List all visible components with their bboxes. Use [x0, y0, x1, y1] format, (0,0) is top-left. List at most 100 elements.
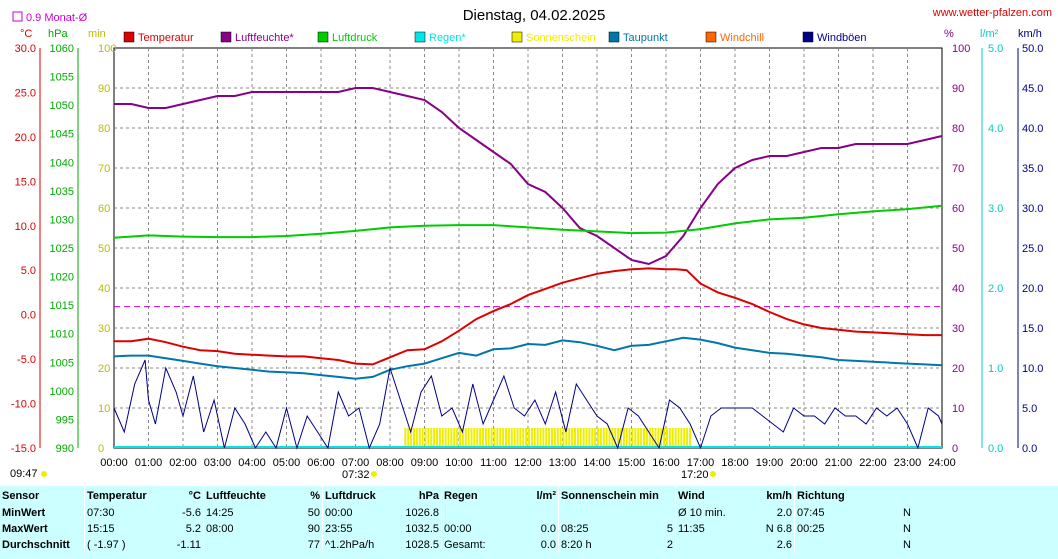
series-luftdruck [113, 204, 943, 239]
sunshine-bar [493, 428, 496, 448]
dir-spacer [899, 486, 913, 505]
sunset-label: 17:20 [681, 469, 709, 481]
sunshine-bar [453, 428, 456, 448]
grid [113, 47, 943, 449]
sunshine-bar [680, 428, 683, 448]
x-tick-label: 13:00 [549, 457, 577, 469]
tick-label-pressure_hpa: 1050 [50, 100, 74, 112]
sunshine-bar [622, 428, 625, 448]
tick-label-wind_kmh: 50.0 [1022, 43, 1043, 55]
sunshine-bar [628, 428, 631, 448]
sunshine-bar [530, 428, 533, 448]
tick-label-wind_kmh: 40.0 [1022, 123, 1043, 135]
tick-label-humidity_pct: 10 [952, 403, 964, 415]
p-val: 1026.8 [405, 507, 439, 519]
hdr-dir: Richtung [794, 486, 899, 505]
tick-label-pressure_hpa: 1020 [50, 272, 74, 284]
sunshine-bar [542, 428, 545, 448]
x-tick-label: 22:00 [859, 457, 887, 469]
sunshine-bar [499, 428, 502, 448]
sunshine-bar [461, 428, 464, 448]
tick-label-minutes: 90 [98, 83, 110, 95]
unit-temp: °C [20, 28, 32, 40]
sunshine-bar [433, 428, 436, 448]
sunrise-icon [371, 471, 377, 477]
hdr-hum-unit: % [310, 489, 320, 502]
sunshine-bar [597, 428, 599, 448]
hdr-wind: Wind [675, 486, 750, 505]
w-time: 11:35 [675, 521, 750, 537]
d-val: N [903, 539, 911, 551]
sunshine-bar [533, 428, 536, 448]
sunshine-bar [686, 428, 689, 448]
w-val: 2.6 [776, 539, 792, 551]
t-time: ( -1.97 ) [84, 537, 159, 553]
series-temperatur [114, 267, 942, 366]
s-val: 2 [666, 539, 673, 551]
sunshine-bar [539, 428, 542, 448]
stats-table: Sensor Temperatur °C Luftfeuchte % Luftd… [0, 486, 1058, 559]
sunshine-bar [479, 428, 482, 448]
p-time: 00:00 [322, 505, 397, 521]
tick-label-pressure_hpa: 1060 [50, 43, 74, 55]
sunshine-bar [611, 428, 614, 448]
tick-label-humidity_pct: 90 [952, 83, 964, 95]
site-link[interactable]: www.wetter-pfalzen.com [932, 7, 1052, 19]
d-time: 00:25 [794, 521, 899, 537]
sunshine-bar [643, 428, 645, 448]
legend-swatch [608, 31, 620, 43]
sunshine-bar [519, 428, 522, 448]
tick-label-pressure_hpa: 1035 [50, 186, 74, 198]
x-tick-label: 23:00 [894, 457, 922, 469]
unit-min: min [88, 28, 106, 40]
row-avg: Durchschnitt ( -1.97 ) -1.11 77 ^1.2hPa/… [0, 537, 913, 553]
tick-label-rain_lm2: 2.0 [988, 283, 1003, 295]
sunshine-bar [413, 428, 415, 448]
sunshine-bar [599, 428, 602, 448]
x-tick-label: 00:00 [100, 457, 128, 469]
sunshine-bar [562, 428, 565, 448]
tick-label-humidity_pct: 70 [952, 163, 964, 175]
h-time: 08:00 [203, 521, 288, 537]
unit-press: hPa [48, 28, 68, 40]
x-tick-label: 03:00 [204, 457, 232, 469]
hdr-temp-unit: °C [188, 489, 201, 502]
sunshine-bar [470, 428, 473, 448]
unit-wind: km/h [1018, 28, 1042, 40]
sunshine-bar [415, 428, 418, 448]
sunshine-bar [579, 428, 582, 448]
sunshine-bar [576, 428, 579, 448]
legend-label: Temperatur [138, 32, 194, 44]
tick-label-humidity_pct: 80 [952, 123, 964, 135]
tick-label-temp_c: 0.0 [21, 310, 36, 322]
weather-chart: 30.0 25.0 20.0 15.0 10.0 5.0 0.0 -5.0 -10.0 -15.0… [10, 7, 1052, 481]
sunshine-bar [620, 428, 622, 448]
sunshine-bar [418, 428, 421, 448]
r-time: Gesamt: [441, 537, 516, 553]
legend-label: Regen* [429, 32, 466, 44]
sunshine-bar [507, 428, 510, 448]
x-tick-label: 05:00 [273, 457, 301, 469]
tick-label-pressure_hpa: 1005 [50, 357, 74, 369]
hdr-sun: Sonnenschein min [558, 486, 676, 505]
tick-label-rain_lm2: 4.0 [988, 123, 1003, 135]
sunshine-bar [513, 428, 516, 448]
tick-label-pressure_hpa: 1015 [50, 300, 74, 312]
sunshine-bar [585, 428, 588, 448]
tick-label-humidity_pct: 60 [952, 203, 964, 215]
legend-swatch [220, 31, 232, 43]
sunshine-bar [551, 428, 553, 448]
tick-label-pressure_hpa: 1025 [50, 243, 74, 255]
row-label: Durchschnitt [2, 539, 70, 551]
tick-label-temp_c: -10.0 [11, 399, 36, 411]
tick-label-wind_kmh: 5.0 [1022, 403, 1037, 415]
tick-label-humidity_pct: 50 [952, 243, 964, 255]
x-tick-label: 17:00 [687, 457, 715, 469]
chart-title: Dienstag, 04.02.2025 [463, 7, 606, 24]
tick-label-minutes: 10 [98, 403, 110, 415]
t-val: -1.11 [176, 539, 201, 551]
sunshine-bar [427, 428, 430, 448]
sunshine-bar [464, 428, 467, 448]
sunshine-bar [436, 428, 438, 448]
sunshine-bar [666, 428, 668, 448]
